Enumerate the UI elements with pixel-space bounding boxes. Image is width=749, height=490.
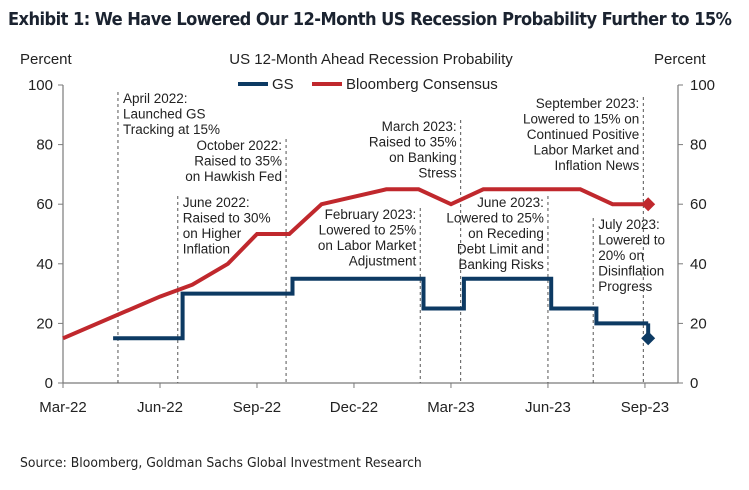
event-annotation-text: Tracking at 15% <box>123 122 220 137</box>
event-annotation-text: on Receding <box>468 226 544 241</box>
y-tick-label-left: 20 <box>36 315 53 332</box>
source-note: Source: Bloomberg, Goldman Sachs Global … <box>20 455 422 471</box>
event-annotation-text: September 2023: <box>536 96 640 111</box>
axes: 0 0 20 20 40 40 60 60 80 80 100 100 Mar-22 Jun-22 Sep-… <box>28 77 715 416</box>
event-annotation-text: on Banking <box>389 150 457 165</box>
event-annotation-text: on Higher <box>183 226 242 241</box>
event-annotation-text: February 2023: <box>325 207 417 222</box>
x-tick-label: Mar-23 <box>427 399 475 416</box>
event-annotation-text: October 2022: <box>197 138 283 153</box>
legend: GS Bloomberg Consensus <box>238 76 498 93</box>
legend-label-gs: GS <box>272 76 294 93</box>
y-tick-label-left: 80 <box>36 137 53 154</box>
event-annotation-text: Stress <box>418 166 457 181</box>
x-tick-label: Sep-22 <box>233 399 281 416</box>
y-tick-label-left: 100 <box>28 77 53 94</box>
event-annotation-text: June 2023: <box>477 195 544 210</box>
y-tick-label-right: 60 <box>690 196 707 213</box>
recession-probability-chart: Percent Percent US 12-Month Ahead Recess… <box>20 51 715 416</box>
y-tick-label-right: 20 <box>690 315 707 332</box>
event-annotation-text: Raised to 35% <box>369 135 457 150</box>
y-tick-label-left: 0 <box>45 375 53 392</box>
event-annotation-text: Disinflation <box>598 264 664 279</box>
event-annotation-text: Inflation News <box>555 158 640 173</box>
y-tick-label-right: 0 <box>690 375 698 392</box>
event-annotation-text: Lowered to 25% <box>319 223 417 238</box>
event-annotation-text: Progress <box>598 279 652 294</box>
event-annotation-text: Inflation <box>183 242 230 257</box>
event-annotation-text: Launched GS <box>123 107 206 122</box>
bloomberg-latest-marker <box>641 197 656 212</box>
event-annotation-text: March 2023: <box>382 119 457 134</box>
legend-label-bloomberg: Bloomberg Consensus <box>346 76 498 93</box>
event-annotation-text: Labor Market and <box>534 143 640 158</box>
event-annotation-text: June 2022: <box>183 195 250 210</box>
event-annotation-text: on Labor Market <box>318 238 417 253</box>
series <box>62 187 656 346</box>
x-tick-label: Jun-23 <box>525 399 571 416</box>
exhibit-title: Exhibit 1: We Have Lowered Our 12-Month … <box>8 10 732 30</box>
event-annotation-text: Lowered to 25% <box>446 211 544 226</box>
event-annotation-text: on Hawkish Fed <box>185 169 282 184</box>
event-annotation-text: Raised to 30% <box>183 211 271 226</box>
gs-series-line <box>113 276 649 341</box>
x-tick-label: Dec-22 <box>330 399 378 416</box>
y-tick-label-left: 60 <box>36 196 53 213</box>
event-annotation-text: Debt Limit and <box>457 242 544 257</box>
y-axis-label-right: Percent <box>654 51 707 68</box>
bloomberg-series-line <box>62 187 649 341</box>
y-tick-label-right: 80 <box>690 137 707 154</box>
event-annotation-text: Banking Risks <box>458 257 544 272</box>
event-annotation-text: April 2022: <box>123 91 188 106</box>
event-annotation-text: Raised to 35% <box>194 154 282 169</box>
x-tick-label: Jun-22 <box>137 399 183 416</box>
event-annotation-text: 20% on <box>598 248 644 263</box>
y-tick-label-right: 100 <box>690 77 715 94</box>
event-annotation-text: Lowered to 15% on <box>523 112 639 127</box>
x-tick-label: Sep-23 <box>621 399 669 416</box>
x-tick-label: Mar-22 <box>39 399 87 416</box>
y-tick-label-left: 40 <box>36 256 53 273</box>
y-axis-label-left: Percent <box>20 51 73 68</box>
event-annotation-text: Lowered to <box>598 233 665 248</box>
y-tick-label-right: 40 <box>690 256 707 273</box>
event-annotation-text: Adjustment <box>349 254 417 269</box>
event-annotation-text: Continued Positive <box>527 127 640 142</box>
chart-title: US 12-Month Ahead Recession Probability <box>229 51 513 68</box>
gs-latest-marker <box>641 331 656 346</box>
event-annotation-text: July 2023: <box>598 217 660 232</box>
